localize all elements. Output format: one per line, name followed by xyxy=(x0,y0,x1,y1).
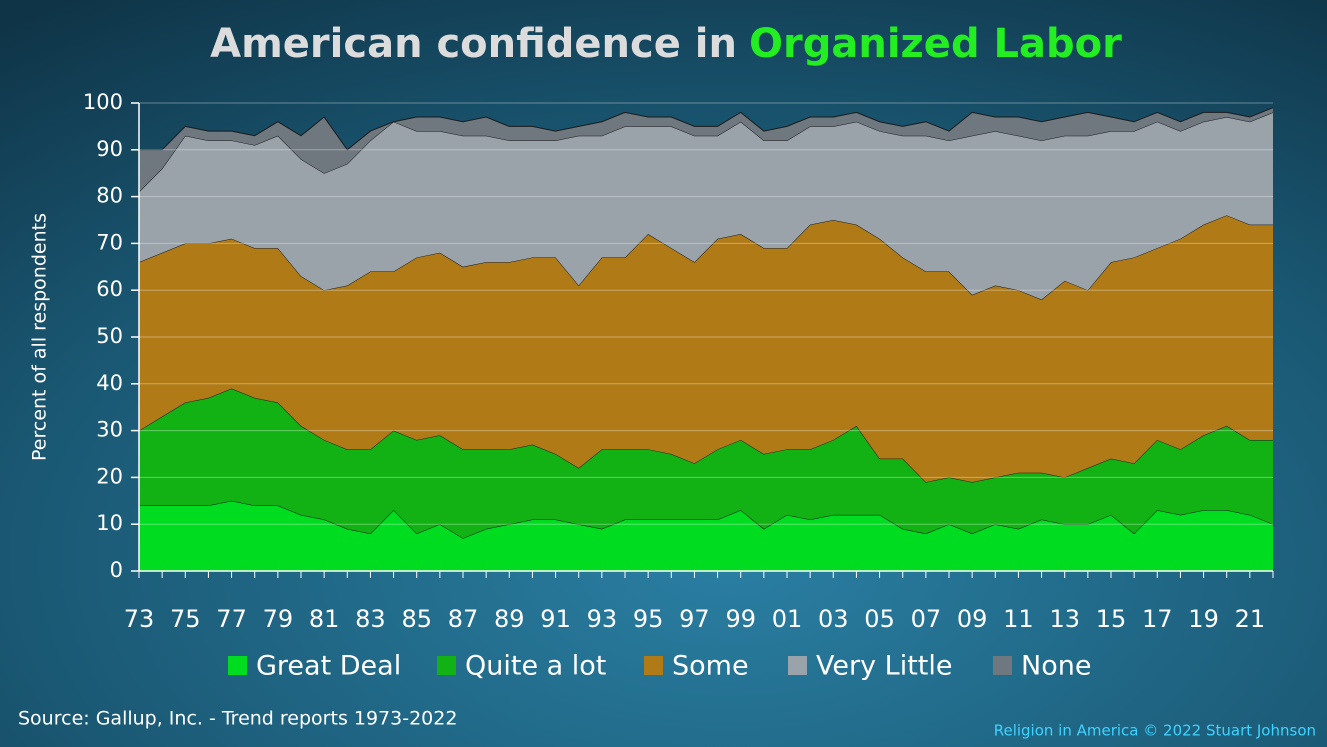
source: Source: Gallup, Inc. - Trend reports 197… xyxy=(18,708,457,730)
y-tick-label: 30 xyxy=(96,418,123,442)
title-text: American confidence in xyxy=(210,21,737,67)
x-tick-label: 11 xyxy=(1003,605,1034,633)
y-tick-label: 90 xyxy=(96,137,123,161)
chart-title: American confidence in Organized Labor xyxy=(210,21,1122,67)
y-tick-label: 50 xyxy=(96,324,123,348)
legend-swatch xyxy=(228,656,247,675)
y-tick-label: 60 xyxy=(96,277,123,301)
legend-label: Great Deal xyxy=(256,651,401,682)
x-tick-label: 07 xyxy=(911,605,942,633)
y-tick-label: 80 xyxy=(96,184,123,208)
x-tick-label: 77 xyxy=(216,605,247,633)
y-tick-label: 100 xyxy=(83,90,123,114)
x-tick-label: 95 xyxy=(633,605,664,633)
x-tick-label: 93 xyxy=(587,605,618,633)
x-tick-label: 99 xyxy=(725,605,756,633)
y-tick-label: 0 xyxy=(110,558,123,582)
credit: Religion in America © 2022 Stuart Johnso… xyxy=(994,722,1316,740)
y-tick-label: 20 xyxy=(96,464,123,488)
x-tick-label: 83 xyxy=(355,605,386,633)
legend-label: Quite a lot xyxy=(465,651,606,682)
x-tick-label: 03 xyxy=(818,605,849,633)
y-tick-label: 40 xyxy=(96,371,123,395)
x-tick-label: 85 xyxy=(401,605,432,633)
x-tick-label: 19 xyxy=(1188,605,1219,633)
x-tick-label: 91 xyxy=(540,605,571,633)
legend-label: Some xyxy=(672,651,749,682)
x-tick-label: 81 xyxy=(309,605,340,633)
legend-swatch xyxy=(437,656,456,675)
area xyxy=(139,388,1273,539)
x-tick-label: 09 xyxy=(957,605,988,633)
x-tick-label: 01 xyxy=(772,605,803,633)
x-tick-label: 21 xyxy=(1235,605,1266,633)
legend-swatch xyxy=(993,656,1012,675)
legend-label: Very Little xyxy=(816,651,952,682)
x-tick-label: 13 xyxy=(1049,605,1080,633)
x-tick-label: 97 xyxy=(679,605,710,633)
legend-label: None xyxy=(1021,651,1091,682)
area-edge xyxy=(139,107,1274,151)
title-highlight: Organized Labor xyxy=(749,21,1122,67)
y-tick-label: 70 xyxy=(96,230,123,254)
x-tick-label: 15 xyxy=(1096,605,1127,633)
x-tick-label: 75 xyxy=(170,605,201,633)
x-tick-label: 89 xyxy=(494,605,525,633)
x-tick-label: 17 xyxy=(1142,605,1173,633)
x-tick-label: 87 xyxy=(448,605,479,633)
legend-swatch xyxy=(788,656,807,675)
area xyxy=(139,500,1273,571)
y-axis-label: Percent of all respondents xyxy=(29,213,51,461)
area xyxy=(139,215,1273,483)
legend-swatch xyxy=(644,656,663,675)
area xyxy=(139,112,1273,300)
x-tick-label: 05 xyxy=(864,605,895,633)
x-tick-label: 73 xyxy=(124,605,155,633)
y-tick-label: 10 xyxy=(96,511,123,535)
x-tick-label: 79 xyxy=(263,605,294,633)
area xyxy=(139,107,1273,192)
